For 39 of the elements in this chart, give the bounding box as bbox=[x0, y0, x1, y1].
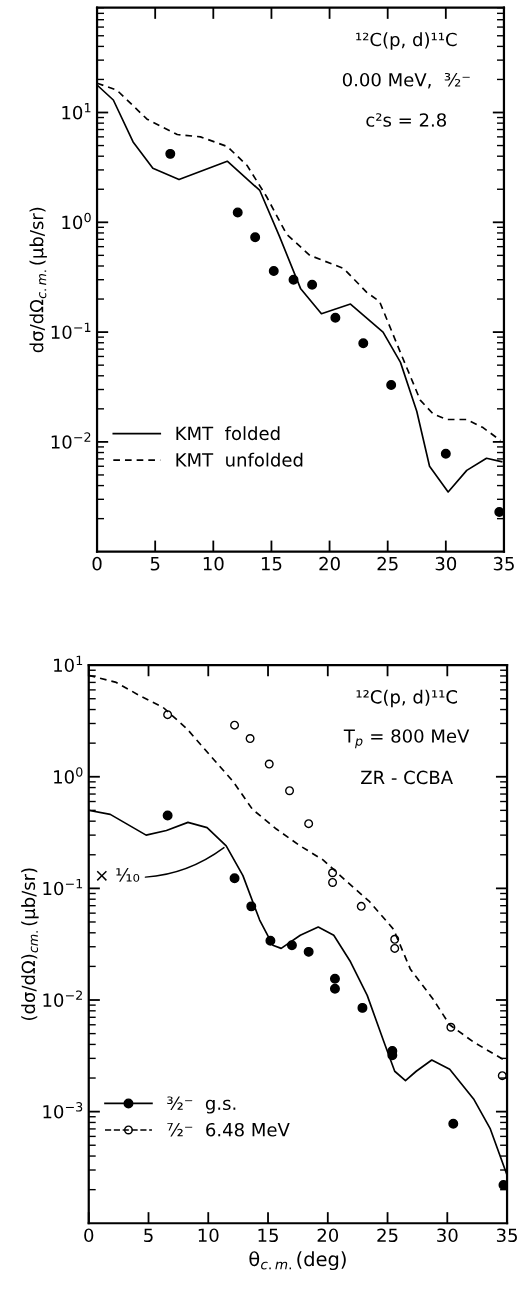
y-tick-label: 10$^{1}$ bbox=[62, 103, 91, 120]
y-tick-label: 10$^{−2}$ bbox=[43, 990, 82, 1007]
x-axis-title: θ$_{c.m.}$(deg) bbox=[249, 1251, 346, 1271]
legend-label: KMT unfolded bbox=[176, 452, 303, 467]
y-axis-title: (dσ/dΩ)$_{cm.}$(μb/sr) bbox=[21, 868, 39, 1021]
y-tick-label: 10$^{0}$ bbox=[62, 212, 91, 230]
legend-label: KMT folded bbox=[176, 426, 280, 441]
y-tick-label: 10$^{−1}$ bbox=[51, 322, 91, 340]
x-tick-label: 35 bbox=[496, 1228, 517, 1243]
y-tick-label: 10$^{0}$ bbox=[54, 767, 83, 784]
annotation: × ¹⁄₁₀ bbox=[96, 868, 140, 882]
legend-label: ⁷⁄₂⁻ 6.48 MeV bbox=[167, 1122, 290, 1137]
legend-label: ³⁄₂⁻ g.s. bbox=[167, 1096, 236, 1114]
x-tick-label: 10 bbox=[203, 556, 224, 571]
annotation: 0.00 MeV, ³⁄₂⁻ bbox=[342, 72, 470, 89]
x-tick-label: 0 bbox=[84, 1228, 94, 1243]
x-tick-label: 20 bbox=[317, 1228, 339, 1243]
annotation: T$_{p}$ = 800 MeV bbox=[343, 729, 470, 749]
x-tick-label: 10 bbox=[198, 1228, 219, 1243]
x-tick-label: 15 bbox=[261, 557, 282, 571]
x-tick-label: 5 bbox=[150, 557, 160, 571]
annotation: ZR - CCBA bbox=[361, 770, 453, 785]
x-tick-label: 25 bbox=[377, 1228, 398, 1243]
x-tick-label: 0 bbox=[92, 556, 102, 571]
x-tick-label: 30 bbox=[435, 556, 457, 571]
annotation: c²s = 2.8 bbox=[366, 113, 447, 127]
x-tick-label: 25 bbox=[377, 556, 398, 571]
y-tick-label: 10$^{−1}$ bbox=[43, 878, 83, 896]
y-tick-label: 10$^{−2}$ bbox=[51, 432, 91, 449]
x-tick-label: 5 bbox=[144, 1228, 153, 1243]
annotation: ¹²C(p, d)¹¹C bbox=[356, 689, 458, 708]
x-tick-label: 15 bbox=[258, 1228, 278, 1243]
x-tick-label: 30 bbox=[437, 1228, 458, 1243]
y-tick-label: 10$^{−3}$ bbox=[43, 1102, 83, 1119]
x-tick-label: 20 bbox=[319, 556, 340, 571]
y-tick-label: 10$^{1}$ bbox=[54, 655, 83, 673]
y-axis-title: dσ/dΩ$_{c.m.}$(μb/sr) bbox=[29, 207, 47, 353]
x-tick-label: 35 bbox=[493, 556, 514, 571]
annotation: ¹²C(p, d)¹¹C bbox=[356, 32, 457, 50]
